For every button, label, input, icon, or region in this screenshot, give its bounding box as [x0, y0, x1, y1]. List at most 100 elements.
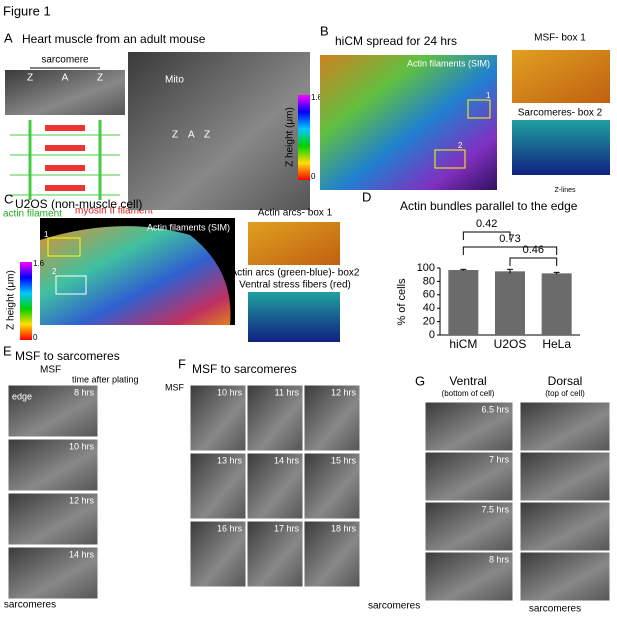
- time-label: 7.5 hrs: [481, 504, 509, 514]
- time-label: 7 hrs: [489, 454, 510, 464]
- time-label: 12 hrs: [69, 495, 95, 505]
- filament-diagram: [5, 118, 125, 203]
- panel-title: Heart muscle from an adult mouse: [22, 32, 206, 46]
- panel-label: C: [4, 191, 13, 206]
- micrograph: [424, 451, 514, 502]
- y-tick-label: 80: [423, 275, 435, 287]
- micrograph: [519, 551, 611, 602]
- y-tick-label: 100: [417, 262, 435, 274]
- micrograph: [519, 401, 611, 452]
- annotation: 0.73: [499, 233, 520, 245]
- colorbar-min: 0: [311, 172, 316, 181]
- label: Actin arcs- box 1: [258, 208, 333, 219]
- time-label: 8 hrs: [489, 554, 510, 564]
- label: myosin II filament: [75, 206, 153, 217]
- time-label: 10 hrs: [69, 441, 95, 451]
- micrograph: [189, 520, 247, 588]
- micrograph: [189, 384, 247, 452]
- time-label: 6.5 hrs: [481, 404, 509, 414]
- label: sarcomeres: [529, 604, 581, 615]
- label: 2: [458, 141, 463, 150]
- y-tick-label: 0: [429, 329, 435, 341]
- em-image: [128, 52, 310, 210]
- bar: [448, 270, 479, 335]
- micrograph: [189, 452, 247, 520]
- label: Ventral: [449, 374, 486, 388]
- micrograph: [246, 384, 304, 452]
- time-label: 11 hrs: [275, 387, 300, 397]
- time-label: 15 hrs: [331, 455, 357, 465]
- box: [434, 149, 466, 169]
- label: MSF: [165, 382, 185, 392]
- micrograph: [303, 452, 361, 520]
- micrograph: [424, 551, 514, 602]
- label: sarcomeres: [4, 600, 56, 611]
- label: Z-lines: [554, 187, 576, 194]
- label: Z: [27, 73, 33, 84]
- panel-title: hiCM spread for 24 hrs: [335, 34, 457, 48]
- time-label: 14 hrs: [274, 455, 300, 465]
- label: 1: [44, 230, 49, 239]
- colorbar-max: 1.6: [311, 93, 323, 102]
- panel-label: A: [4, 30, 13, 45]
- bar: [541, 273, 572, 335]
- label: Actin arcs (green-blue)- box2: [231, 268, 360, 279]
- box: [467, 99, 491, 119]
- panel-title: U2OS (non-muscle cell): [15, 197, 142, 211]
- label: Z: [204, 130, 210, 141]
- label: Ventral stress fibers (red): [239, 280, 351, 291]
- panel-label: D: [362, 189, 371, 204]
- colorbar: [298, 95, 310, 180]
- inset-image: [512, 50, 610, 103]
- micrograph: [7, 492, 99, 546]
- y-tick-label: 60: [423, 289, 435, 301]
- label: (top of cell): [545, 389, 585, 398]
- micrograph: [424, 401, 514, 452]
- time-label: 13 hrs: [217, 455, 243, 465]
- x-tick-label: U2OS: [494, 337, 527, 351]
- label: Z: [97, 73, 103, 84]
- panel-label: E: [3, 343, 12, 358]
- label: MSF- box 1: [534, 33, 586, 44]
- inset-image: [248, 292, 340, 342]
- bar: [495, 271, 525, 335]
- label: 2: [52, 267, 57, 276]
- label: actin filament: [3, 209, 62, 220]
- chart-title: Actin bundles parallel to the edge: [400, 199, 578, 213]
- panel-title: MSF to sarcomeres: [192, 362, 297, 376]
- annotation: 0.42: [476, 218, 497, 230]
- label: (bottom of cell): [442, 389, 495, 398]
- micrograph: [7, 546, 99, 600]
- label: A: [62, 73, 69, 84]
- colorbar-min: 0: [33, 333, 38, 342]
- micrograph: [7, 438, 99, 492]
- x-tick-label: HeLa: [542, 337, 571, 351]
- y-axis-label: % of cells: [396, 278, 408, 326]
- inset-image: [248, 222, 340, 265]
- micrograph: [303, 384, 361, 452]
- label: Dorsal: [548, 374, 583, 388]
- micrograph: [303, 520, 361, 588]
- time-label: 16 hrs: [217, 523, 243, 533]
- x-tick-label: hiCM: [449, 337, 477, 351]
- micrograph: [7, 384, 99, 438]
- panel-label: B: [320, 23, 329, 38]
- time-label: 14 hrs: [69, 549, 95, 559]
- significance-bracket: [462, 231, 511, 240]
- label: Sarcomeres- box 2: [518, 108, 603, 119]
- label: 1: [486, 91, 491, 100]
- label: time after plating: [72, 374, 139, 384]
- sim-image: [320, 55, 497, 190]
- label: sarcomere: [41, 55, 89, 66]
- micrograph: [246, 520, 304, 588]
- box: [55, 275, 87, 295]
- panel-title: MSF to sarcomeres: [15, 349, 120, 363]
- annotation: 0.46: [523, 244, 544, 256]
- micrograph: [519, 501, 611, 552]
- colorbar-label: Z height (μm): [6, 270, 17, 330]
- label: A: [188, 130, 195, 141]
- label: Actin filaments (SIM): [147, 222, 230, 232]
- em-image: [5, 70, 125, 115]
- colorbar: [20, 262, 32, 340]
